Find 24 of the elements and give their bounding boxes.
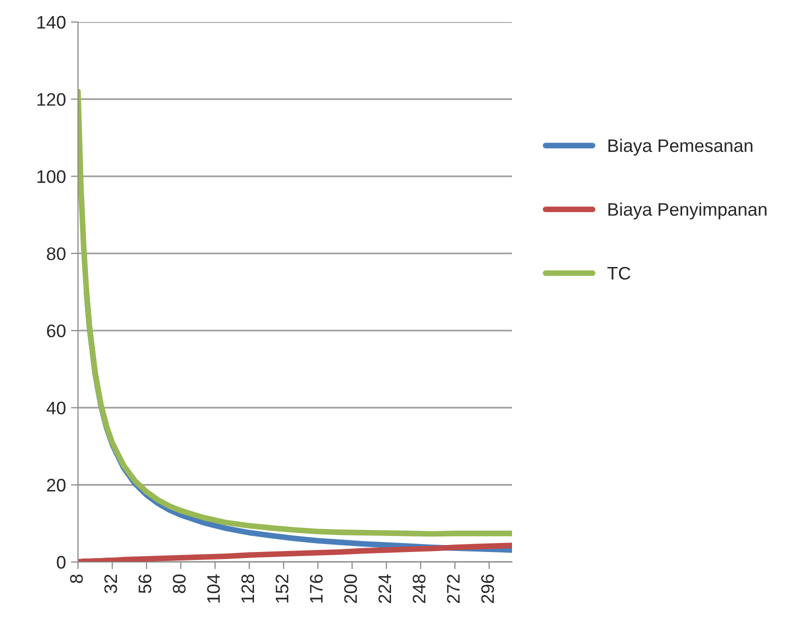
x-tick-label: 32: [104, 574, 118, 594]
x-tick-label: 8: [70, 574, 83, 584]
x-tick-label: 248: [412, 574, 426, 604]
y-tick-label: 20: [47, 478, 66, 492]
legend-label: Biaya Pemesanan: [608, 138, 752, 156]
x-tick-label: 176: [310, 574, 323, 603]
y-tick-label: 0: [56, 556, 66, 569]
x-tick-label: 104: [207, 574, 220, 603]
y-tick-label: 140: [37, 16, 66, 29]
y-tick-label: 60: [47, 324, 66, 338]
x-tick-label: 272: [446, 574, 460, 604]
x-tick-label: 152: [276, 574, 288, 603]
x-tick-label: 80: [172, 574, 186, 594]
legend-label: TC: [607, 266, 630, 280]
x-tick-label: 200: [344, 574, 357, 604]
x-tick-label: 56: [138, 574, 152, 594]
y-tick-label: 80: [46, 247, 66, 260]
x-tick-label: 224: [378, 574, 392, 604]
y-tick-label: 120: [37, 93, 66, 106]
x-tick-label: 296: [481, 574, 494, 604]
y-tick-label: 40: [46, 402, 66, 414]
y-tick-label: 100: [37, 170, 66, 184]
x-tick-label: 128: [241, 574, 254, 603]
legend-label: Biaya Penyimpanan: [608, 202, 766, 220]
